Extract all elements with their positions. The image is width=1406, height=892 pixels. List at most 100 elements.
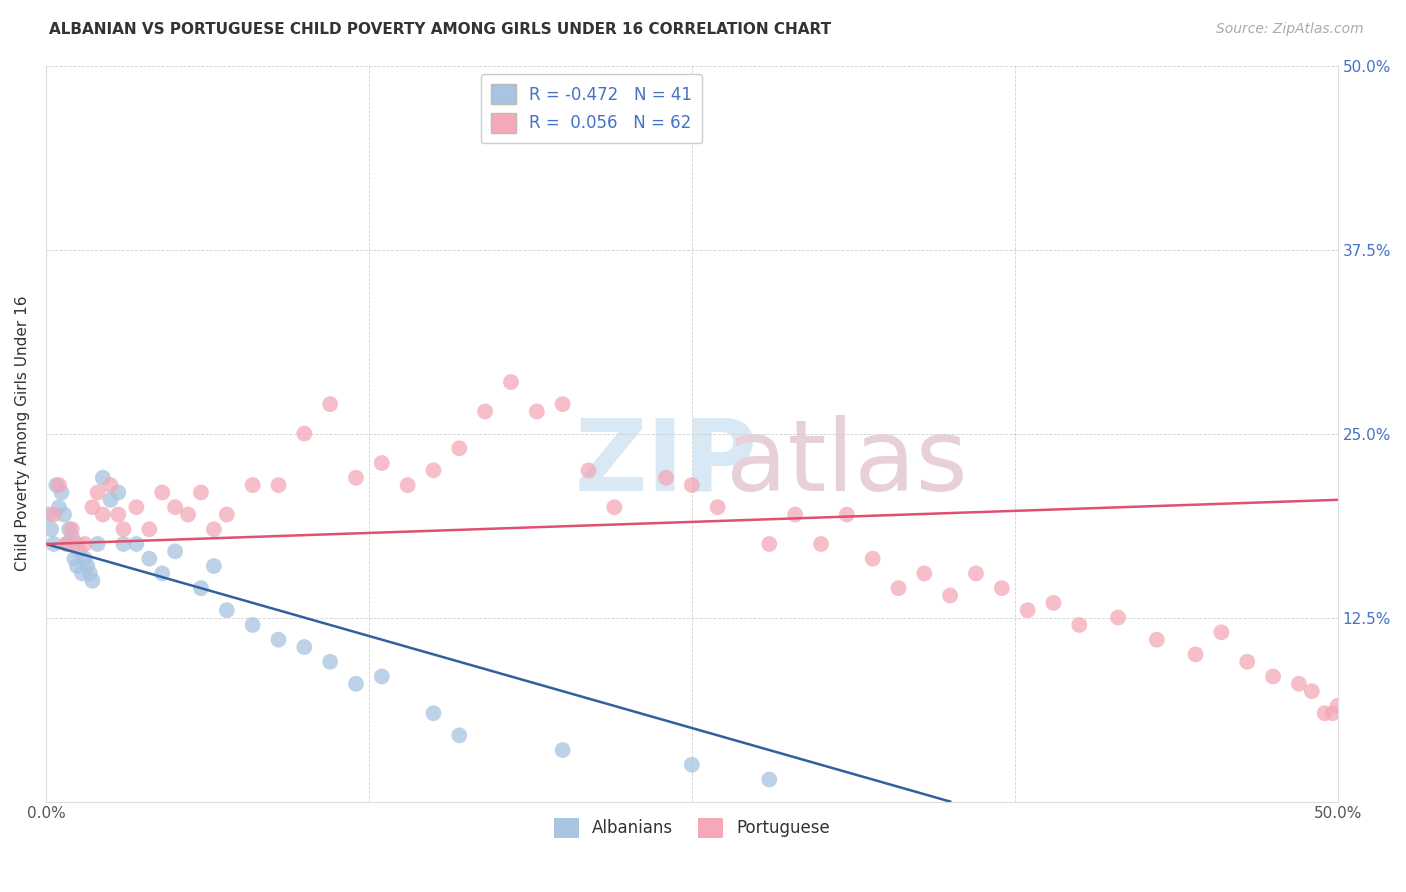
Point	[1042, 596, 1064, 610]
Point	[165, 544, 187, 558]
Point	[42, 537, 65, 551]
Point	[100, 478, 122, 492]
Point	[422, 463, 444, 477]
Point	[1211, 625, 1233, 640]
Point	[912, 566, 935, 581]
Point	[48, 500, 70, 515]
Point	[371, 669, 394, 683]
Point	[785, 508, 807, 522]
Point	[190, 485, 212, 500]
Point	[58, 522, 80, 536]
Point	[474, 404, 496, 418]
Point	[125, 500, 148, 515]
Point	[1288, 677, 1310, 691]
Point	[758, 537, 780, 551]
Point	[66, 559, 89, 574]
Point	[449, 442, 471, 456]
Point	[1069, 618, 1091, 632]
Point	[60, 522, 83, 536]
Text: Source: ZipAtlas.com: Source: ZipAtlas.com	[1216, 22, 1364, 37]
Point	[53, 508, 76, 522]
Point	[1107, 610, 1129, 624]
Point	[48, 478, 70, 492]
Point	[107, 485, 129, 500]
Point	[69, 544, 91, 558]
Text: ZIP: ZIP	[575, 415, 758, 511]
Point	[758, 772, 780, 787]
Point	[939, 589, 962, 603]
Point	[125, 537, 148, 551]
Point	[112, 537, 135, 551]
Text: atlas: atlas	[725, 415, 967, 511]
Point	[100, 492, 122, 507]
Point	[292, 640, 315, 654]
Point	[150, 566, 173, 581]
Point	[60, 530, 83, 544]
Point	[319, 397, 342, 411]
Point	[42, 508, 65, 522]
Point	[344, 471, 367, 485]
Point	[55, 537, 77, 551]
Point	[82, 574, 104, 588]
Point	[79, 566, 101, 581]
Point	[73, 537, 96, 551]
Point	[86, 537, 108, 551]
Point	[202, 559, 225, 574]
Point	[1146, 632, 1168, 647]
Point	[681, 757, 703, 772]
Point	[371, 456, 394, 470]
Point	[76, 559, 98, 574]
Point	[551, 743, 574, 757]
Point	[107, 508, 129, 522]
Point	[965, 566, 987, 581]
Point	[215, 508, 238, 522]
Point	[86, 485, 108, 500]
Point	[499, 375, 522, 389]
Point	[38, 508, 60, 522]
Point	[835, 508, 858, 522]
Point	[344, 677, 367, 691]
Point	[1261, 669, 1284, 683]
Point	[810, 537, 832, 551]
Point	[862, 551, 884, 566]
Point	[1322, 706, 1344, 721]
Point	[39, 522, 62, 536]
Point	[706, 500, 728, 515]
Point	[526, 404, 548, 418]
Point	[681, 478, 703, 492]
Point	[55, 537, 77, 551]
Point	[112, 522, 135, 536]
Point	[578, 463, 600, 477]
Point	[202, 522, 225, 536]
Point	[396, 478, 419, 492]
Point	[138, 522, 160, 536]
Point	[63, 551, 86, 566]
Point	[51, 485, 73, 500]
Point	[1326, 698, 1348, 713]
Point	[150, 485, 173, 500]
Point	[449, 728, 471, 742]
Point	[267, 632, 290, 647]
Point	[91, 508, 114, 522]
Point	[165, 500, 187, 515]
Point	[292, 426, 315, 441]
Point	[66, 537, 89, 551]
Point	[422, 706, 444, 721]
Point	[1184, 648, 1206, 662]
Point	[73, 551, 96, 566]
Point	[70, 566, 93, 581]
Point	[1017, 603, 1039, 617]
Point	[82, 500, 104, 515]
Point	[190, 581, 212, 595]
Point	[177, 508, 200, 522]
Point	[887, 581, 910, 595]
Point	[1313, 706, 1336, 721]
Point	[319, 655, 342, 669]
Point	[45, 478, 67, 492]
Point	[91, 471, 114, 485]
Point	[242, 618, 264, 632]
Point	[991, 581, 1014, 595]
Point	[138, 551, 160, 566]
Point	[215, 603, 238, 617]
Point	[242, 478, 264, 492]
